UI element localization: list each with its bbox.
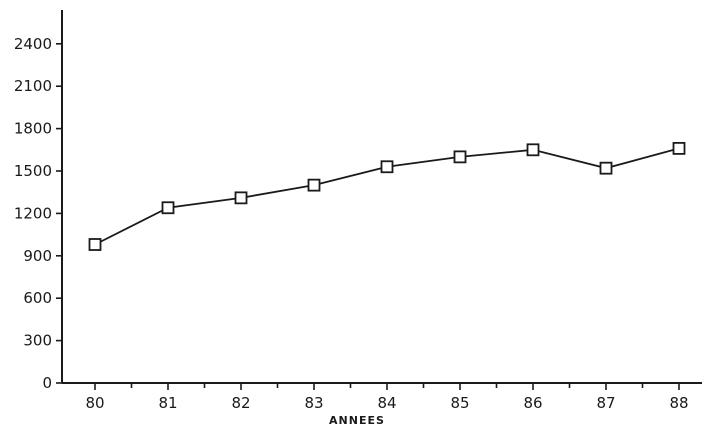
data-point-84 xyxy=(380,160,394,174)
y-tick-label: 2100 xyxy=(14,77,52,95)
x-tick-label: 87 xyxy=(596,394,615,412)
x-tick-label: 81 xyxy=(158,394,177,412)
y-axis-ticks: 0 300 600 900 1200 1500 1800 2100 2400 xyxy=(14,35,62,392)
data-point-81 xyxy=(161,201,175,215)
y-tick-label: 1500 xyxy=(14,162,52,180)
x-tick-label: 83 xyxy=(304,394,323,412)
data-point-88 xyxy=(672,141,686,155)
x-tick-label: 82 xyxy=(231,394,250,412)
series-group xyxy=(88,141,686,251)
data-point-87 xyxy=(599,161,613,175)
x-axis-title: ANNEES xyxy=(329,414,385,427)
data-point-82 xyxy=(234,191,248,205)
x-tick-label: 88 xyxy=(669,394,688,412)
x-axis-ticks: 80 81 82 83 84 85 86 87 88 xyxy=(85,383,689,412)
data-point-86 xyxy=(526,143,540,157)
y-tick-label: 1200 xyxy=(14,204,52,222)
x-tick-label: 85 xyxy=(450,394,469,412)
y-tick-label: 600 xyxy=(23,289,52,307)
data-point-83 xyxy=(307,178,321,192)
y-tick-label: 0 xyxy=(42,374,52,392)
x-tick-label: 80 xyxy=(85,394,104,412)
y-tick-label: 300 xyxy=(23,332,52,350)
y-tick-label: 2400 xyxy=(14,35,52,53)
data-point-85 xyxy=(453,150,467,164)
y-tick-label: 1800 xyxy=(14,120,52,138)
data-point-80 xyxy=(88,238,102,251)
x-tick-label: 86 xyxy=(523,394,542,412)
x-tick-label: 84 xyxy=(377,394,396,412)
y-tick-label: 900 xyxy=(23,247,52,265)
